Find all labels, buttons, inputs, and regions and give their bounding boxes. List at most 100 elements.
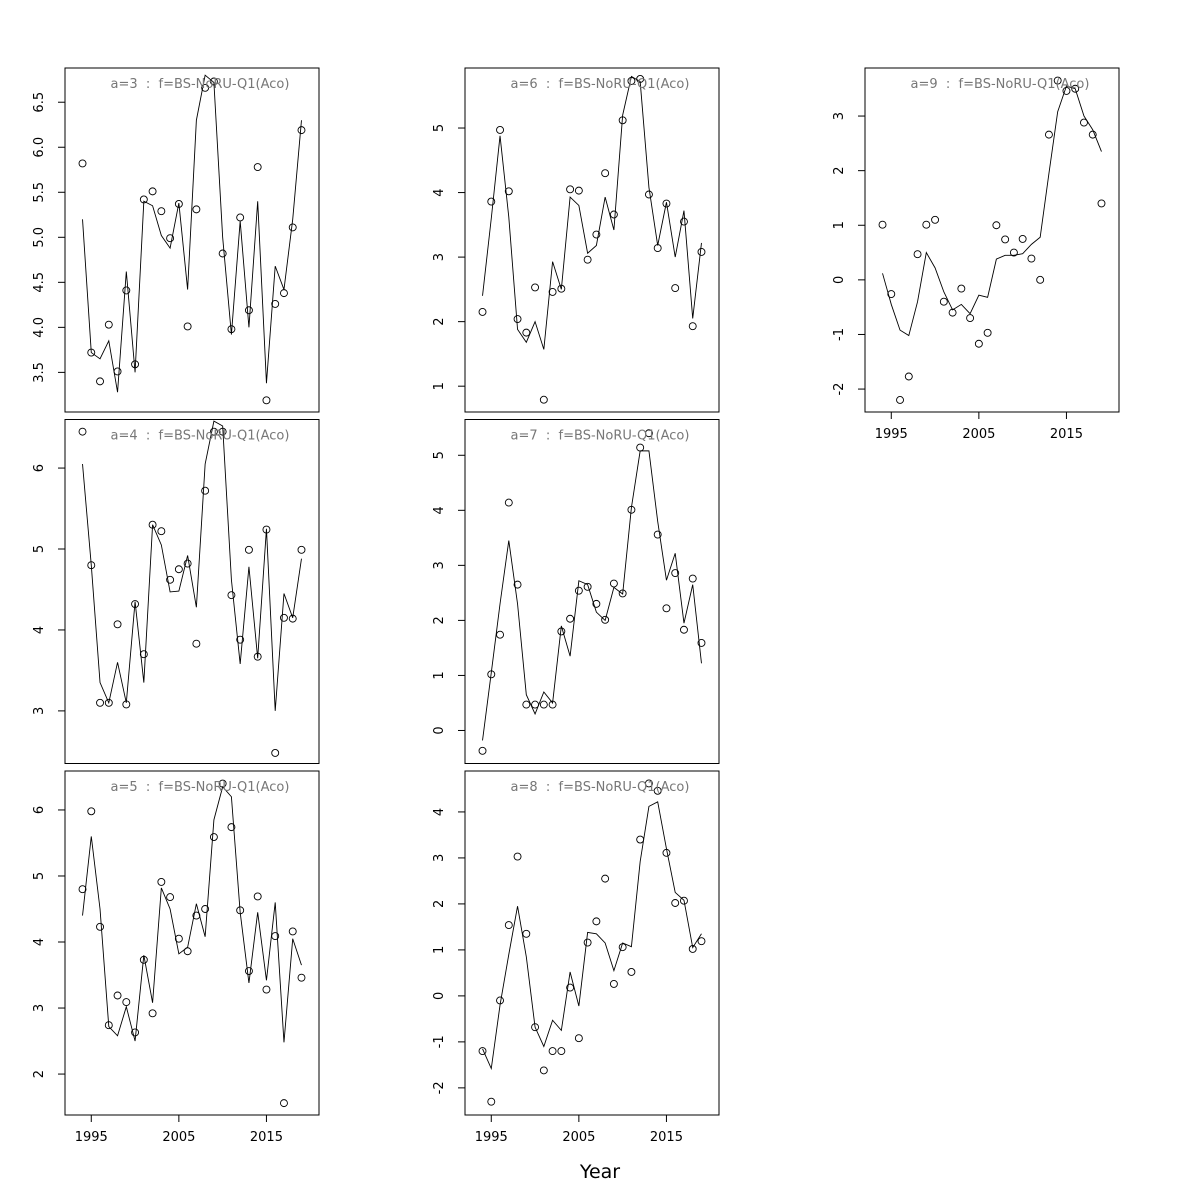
y-tick-label: 6 <box>32 806 47 814</box>
data-point <box>662 604 671 613</box>
data-point <box>157 877 166 886</box>
data-point <box>636 835 645 844</box>
data-point <box>609 579 618 588</box>
y-tick-label: 3 <box>432 253 447 261</box>
data-point <box>280 613 288 622</box>
data-point <box>478 308 487 316</box>
y-tick-label: 2 <box>32 1070 47 1078</box>
data-point <box>1018 234 1027 243</box>
data-point <box>680 625 688 634</box>
data-point <box>131 600 140 608</box>
plot-box <box>464 770 720 1116</box>
data-point <box>1071 84 1080 93</box>
data-point <box>288 927 297 936</box>
y-tick-label: 4 <box>432 506 447 514</box>
data-point <box>1080 118 1088 127</box>
data-point <box>96 377 104 386</box>
data-point <box>504 498 513 507</box>
fitted-line <box>482 75 702 350</box>
data-point <box>262 396 271 405</box>
data-point <box>644 429 653 438</box>
data-point <box>1044 130 1053 139</box>
data-point <box>957 284 966 293</box>
data-point <box>209 427 218 436</box>
data-point <box>96 922 104 931</box>
data-point <box>1053 76 1062 85</box>
data-point <box>939 297 948 306</box>
y-tick-label: 3.5 <box>32 362 47 383</box>
x-tick-label: 2015 <box>250 1130 283 1145</box>
data-point <box>574 586 583 595</box>
data-point <box>504 187 513 196</box>
y-tick-label: -1 <box>832 328 847 341</box>
y-tick-label: 3 <box>32 707 47 715</box>
y-tick-label: 4.0 <box>32 317 47 338</box>
data-point <box>992 221 1001 230</box>
data-point <box>697 639 706 647</box>
y-tick-label: 4 <box>32 626 47 634</box>
y-tick-label: 1 <box>432 671 447 679</box>
panel-title: a=3 : f=BS-NoRU-Q1(Aco) <box>111 77 290 92</box>
data-point <box>644 779 653 788</box>
data-point <box>531 283 540 292</box>
data-point <box>548 1047 557 1056</box>
data-point <box>913 250 922 259</box>
data-point <box>504 921 513 930</box>
data-point <box>601 874 610 883</box>
data-point <box>904 372 913 381</box>
data-point <box>671 284 680 293</box>
data-point <box>1062 86 1071 95</box>
plot-box <box>464 67 720 413</box>
data-point <box>244 306 253 315</box>
data-point <box>478 746 487 755</box>
data-point <box>271 299 280 308</box>
y-tick-label: 1 <box>832 221 847 229</box>
y-tick-label: -1 <box>432 1035 447 1048</box>
data-point <box>539 1066 548 1075</box>
y-tick-label: 5.0 <box>32 227 47 248</box>
data-point <box>1036 275 1045 284</box>
panel-title: a=8 : f=BS-NoRU-Q1(Aco) <box>511 780 690 795</box>
panel-title: a=6 : f=BS-NoRU-Q1(Aco) <box>511 77 690 92</box>
data-point <box>166 575 175 584</box>
data-point <box>1027 254 1036 263</box>
y-tick-label: 1 <box>432 382 447 390</box>
data-point <box>227 591 236 600</box>
data-point <box>253 163 262 172</box>
data-point <box>522 929 531 938</box>
data-point <box>78 885 87 894</box>
data-point <box>583 582 592 591</box>
data-point <box>271 749 280 757</box>
x-tick-label: 2015 <box>1050 427 1083 442</box>
data-point <box>513 580 522 589</box>
data-point <box>218 249 227 258</box>
fitted-line <box>482 801 702 1071</box>
data-point <box>653 786 662 795</box>
data-point <box>636 443 645 452</box>
data-point <box>183 322 192 331</box>
y-tick-label: 4 <box>32 938 47 946</box>
data-point <box>157 527 166 536</box>
data-point <box>513 315 522 324</box>
y-tick-label: 3 <box>32 1004 47 1012</box>
y-tick-label: 6 <box>32 464 47 472</box>
data-point <box>478 1047 487 1056</box>
y-tick-label: 6.0 <box>32 137 47 158</box>
data-point <box>496 126 504 134</box>
y-tick-label: 3 <box>432 561 447 569</box>
data-point <box>148 1009 157 1018</box>
x-tick-label: 2015 <box>650 1130 683 1145</box>
data-point <box>487 1097 496 1106</box>
data-point <box>113 367 122 376</box>
panel-title: a=9 : f=BS-NoRU-Q1(Aco) <box>911 77 1090 92</box>
panel: 2 3 4 5 6 1995 2005 2015 a=5 : f=BS-NoRU-Q1(Aco) <box>32 770 320 1145</box>
data-point <box>697 937 706 946</box>
data-point <box>974 339 983 348</box>
panel: 0 1 2 3 4 5 a=7 : f=BS-NoRU-Q1(Aco) <box>432 419 720 764</box>
data-point <box>653 244 662 253</box>
data-point <box>288 223 297 232</box>
y-tick-label: 5.5 <box>32 182 47 203</box>
data-point <box>78 159 87 168</box>
data-point <box>1097 199 1106 208</box>
data-point <box>122 286 131 295</box>
